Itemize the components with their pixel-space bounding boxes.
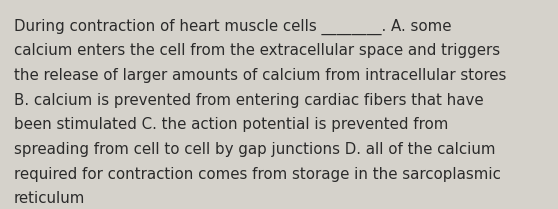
Text: calcium enters the cell from the extracellular space and triggers: calcium enters the cell from the extrace… [14,43,500,59]
Text: been stimulated C. the action potential is prevented from: been stimulated C. the action potential … [14,117,448,133]
Text: required for contraction comes from storage in the sarcoplasmic: required for contraction comes from stor… [14,167,501,182]
Text: B. calcium is prevented from entering cardiac fibers that have: B. calcium is prevented from entering ca… [14,93,484,108]
Text: spreading from cell to cell by gap junctions D. all of the calcium: spreading from cell to cell by gap junct… [14,142,496,157]
Text: During contraction of heart muscle cells ________. A. some: During contraction of heart muscle cells… [14,19,451,35]
Text: the release of larger amounts of calcium from intracellular stores: the release of larger amounts of calcium… [14,68,506,83]
Text: reticulum: reticulum [14,191,85,206]
